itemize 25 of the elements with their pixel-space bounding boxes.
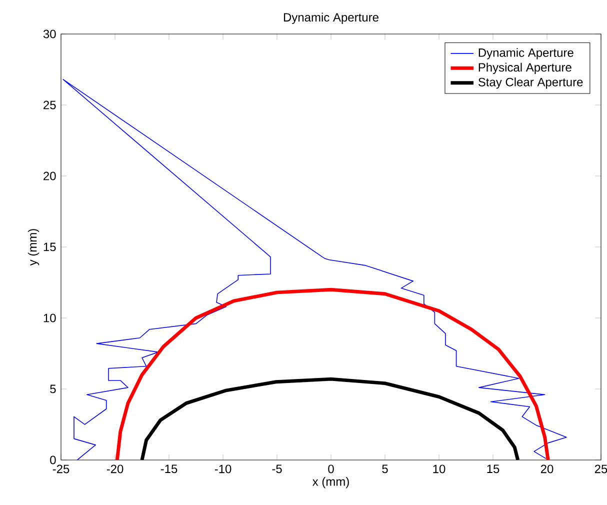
line-series — [115, 288, 550, 460]
y-tick-label: 0 — [50, 456, 56, 464]
y-tick-label: 5 — [50, 384, 56, 394]
x-tick-label: -5 — [272, 464, 282, 474]
chart-title: Dynamic Aperture — [284, 12, 378, 24]
y-axis-title: y (mm) — [28, 229, 40, 266]
y-tick-label: 15 — [44, 242, 56, 252]
x-tick-label: 0 — [328, 464, 334, 474]
x-tick-label: 25 — [594, 464, 607, 474]
legend-label: Dynamic Aperture — [478, 48, 574, 60]
x-axis-title: x (mm) — [312, 477, 349, 488]
y-tick-label: 10 — [44, 314, 56, 322]
x-tick-label: -20 — [106, 464, 124, 474]
y-tick-label: 25 — [44, 100, 56, 110]
y-tick-label: 30 — [43, 30, 56, 38]
x-tick-label: 10 — [433, 464, 446, 474]
x-tick-label: -10 — [214, 464, 232, 474]
x-tick-label: -25 — [52, 464, 70, 474]
legend-label: Stay Clear Aperture — [478, 78, 583, 89]
legend-label: Physical Aperture — [478, 62, 572, 74]
y-tick-label: 20 — [44, 172, 56, 180]
x-tick-label: -15 — [160, 464, 178, 474]
x-tick-label: 20 — [540, 464, 554, 474]
x-tick-label: 5 — [382, 464, 388, 474]
x-tick-label: 15 — [487, 464, 500, 474]
